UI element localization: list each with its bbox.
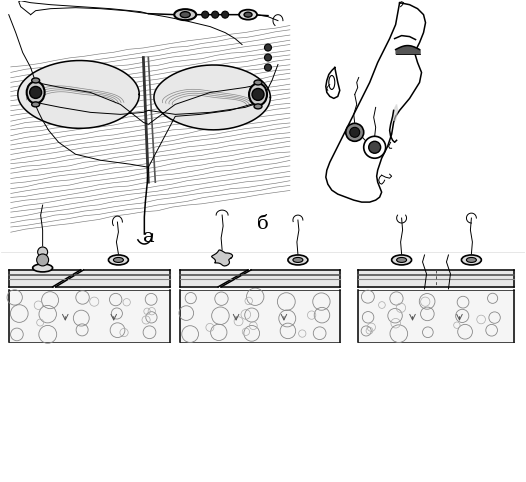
Polygon shape bbox=[56, 270, 170, 287]
Circle shape bbox=[265, 64, 271, 71]
Ellipse shape bbox=[293, 257, 303, 262]
Ellipse shape bbox=[254, 80, 262, 85]
Circle shape bbox=[265, 54, 271, 61]
Circle shape bbox=[211, 11, 219, 18]
Circle shape bbox=[346, 123, 363, 141]
Polygon shape bbox=[358, 290, 514, 342]
Ellipse shape bbox=[461, 255, 481, 265]
Polygon shape bbox=[154, 65, 270, 130]
Ellipse shape bbox=[288, 255, 308, 265]
Text: а: а bbox=[143, 228, 154, 246]
Circle shape bbox=[201, 11, 209, 18]
Polygon shape bbox=[221, 270, 340, 287]
Ellipse shape bbox=[249, 83, 267, 106]
Polygon shape bbox=[180, 290, 340, 342]
Circle shape bbox=[221, 11, 229, 18]
Circle shape bbox=[29, 86, 42, 98]
Circle shape bbox=[369, 141, 381, 153]
Ellipse shape bbox=[32, 102, 39, 107]
Polygon shape bbox=[9, 290, 170, 342]
Polygon shape bbox=[9, 270, 80, 287]
Text: б: б bbox=[257, 215, 269, 233]
Polygon shape bbox=[18, 61, 139, 128]
Polygon shape bbox=[211, 250, 232, 266]
Circle shape bbox=[38, 247, 48, 257]
Circle shape bbox=[350, 127, 360, 137]
Ellipse shape bbox=[244, 12, 252, 17]
Polygon shape bbox=[358, 270, 514, 287]
Ellipse shape bbox=[254, 104, 262, 109]
Circle shape bbox=[363, 136, 386, 158]
Ellipse shape bbox=[467, 257, 477, 262]
Polygon shape bbox=[180, 270, 248, 287]
Ellipse shape bbox=[27, 81, 45, 104]
Ellipse shape bbox=[114, 257, 124, 262]
Ellipse shape bbox=[33, 264, 53, 272]
Ellipse shape bbox=[174, 9, 196, 20]
Ellipse shape bbox=[397, 257, 407, 262]
Ellipse shape bbox=[108, 255, 128, 265]
Circle shape bbox=[265, 44, 271, 51]
Ellipse shape bbox=[180, 12, 190, 18]
Ellipse shape bbox=[392, 255, 411, 265]
Ellipse shape bbox=[239, 10, 257, 20]
Circle shape bbox=[37, 254, 48, 266]
Ellipse shape bbox=[32, 78, 39, 83]
Circle shape bbox=[252, 88, 264, 100]
Polygon shape bbox=[392, 105, 398, 120]
